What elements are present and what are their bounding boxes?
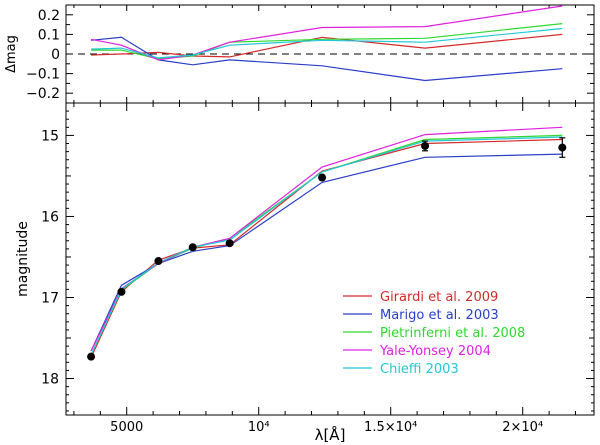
observed-points bbox=[87, 137, 567, 361]
y-tick-label: 15 bbox=[41, 128, 59, 144]
y-tick-label: 18 bbox=[41, 372, 59, 388]
y-tick-label: 0 bbox=[51, 47, 60, 63]
observed-point bbox=[421, 141, 430, 150]
y-tick-label: −0.1 bbox=[26, 67, 60, 83]
y-tick-label: 0.2 bbox=[38, 8, 60, 24]
magnitude-panel: 15 16 17 18 5000 10⁴ 1.5×10⁴ 2×10⁴ Girardi et a… bbox=[15, 102, 595, 444]
model-line bbox=[90, 153, 563, 352]
model-line bbox=[90, 136, 563, 356]
observed-point bbox=[154, 257, 163, 266]
residual-line bbox=[90, 5, 563, 61]
y-tick-label: 0.1 bbox=[38, 27, 60, 43]
magnitude-axis-ticks: 15 16 17 18 5000 10⁴ 1.5×10⁴ 2×10⁴ bbox=[41, 103, 594, 435]
observed-point bbox=[318, 173, 327, 182]
x-tick-label: 5000 bbox=[110, 420, 143, 435]
residual-panel: −0.2 −0.1 0 0.1 0.2 Δmag bbox=[4, 4, 595, 104]
residual-series bbox=[90, 5, 563, 82]
residual-line bbox=[91, 36, 563, 82]
residual-axis-ticks: −0.2 −0.1 0 0.1 0.2 bbox=[26, 5, 594, 103]
magnitude-y-label: magnitude bbox=[15, 221, 31, 297]
legend-label: Marigo et al. 2003 bbox=[380, 308, 499, 323]
legend-label: Chieffi 2003 bbox=[380, 362, 459, 377]
observed-point bbox=[87, 352, 96, 361]
x-tick-label: 2×10⁴ bbox=[502, 420, 543, 435]
legend: Girardi et al. 2009 Marigo et al. 2003 Pie… bbox=[343, 290, 525, 377]
y-tick-label: 17 bbox=[41, 290, 59, 306]
x-tick-label: 1.5×10⁴ bbox=[364, 420, 417, 435]
x-tick-label: 10⁴ bbox=[248, 420, 270, 435]
residual-line bbox=[91, 27, 563, 59]
legend-label: Pietrinferni et al. 2008 bbox=[380, 326, 525, 341]
model-line bbox=[90, 138, 563, 358]
residual-y-label: Δmag bbox=[4, 35, 19, 73]
residual-line bbox=[91, 33, 563, 58]
legend-label: Girardi et al. 2009 bbox=[380, 290, 498, 305]
observed-point bbox=[225, 239, 234, 248]
x-axis-label: λ[Å] bbox=[315, 425, 346, 444]
legend-label: Yale-Yonsey 2004 bbox=[379, 344, 491, 359]
observed-point bbox=[188, 243, 197, 252]
observed-point bbox=[117, 287, 126, 296]
magnitude-panel-frame bbox=[65, 102, 595, 416]
observed-point bbox=[558, 143, 567, 152]
y-tick-label: 16 bbox=[41, 209, 59, 225]
y-tick-label: −0.2 bbox=[26, 86, 60, 102]
model-series bbox=[90, 126, 563, 358]
